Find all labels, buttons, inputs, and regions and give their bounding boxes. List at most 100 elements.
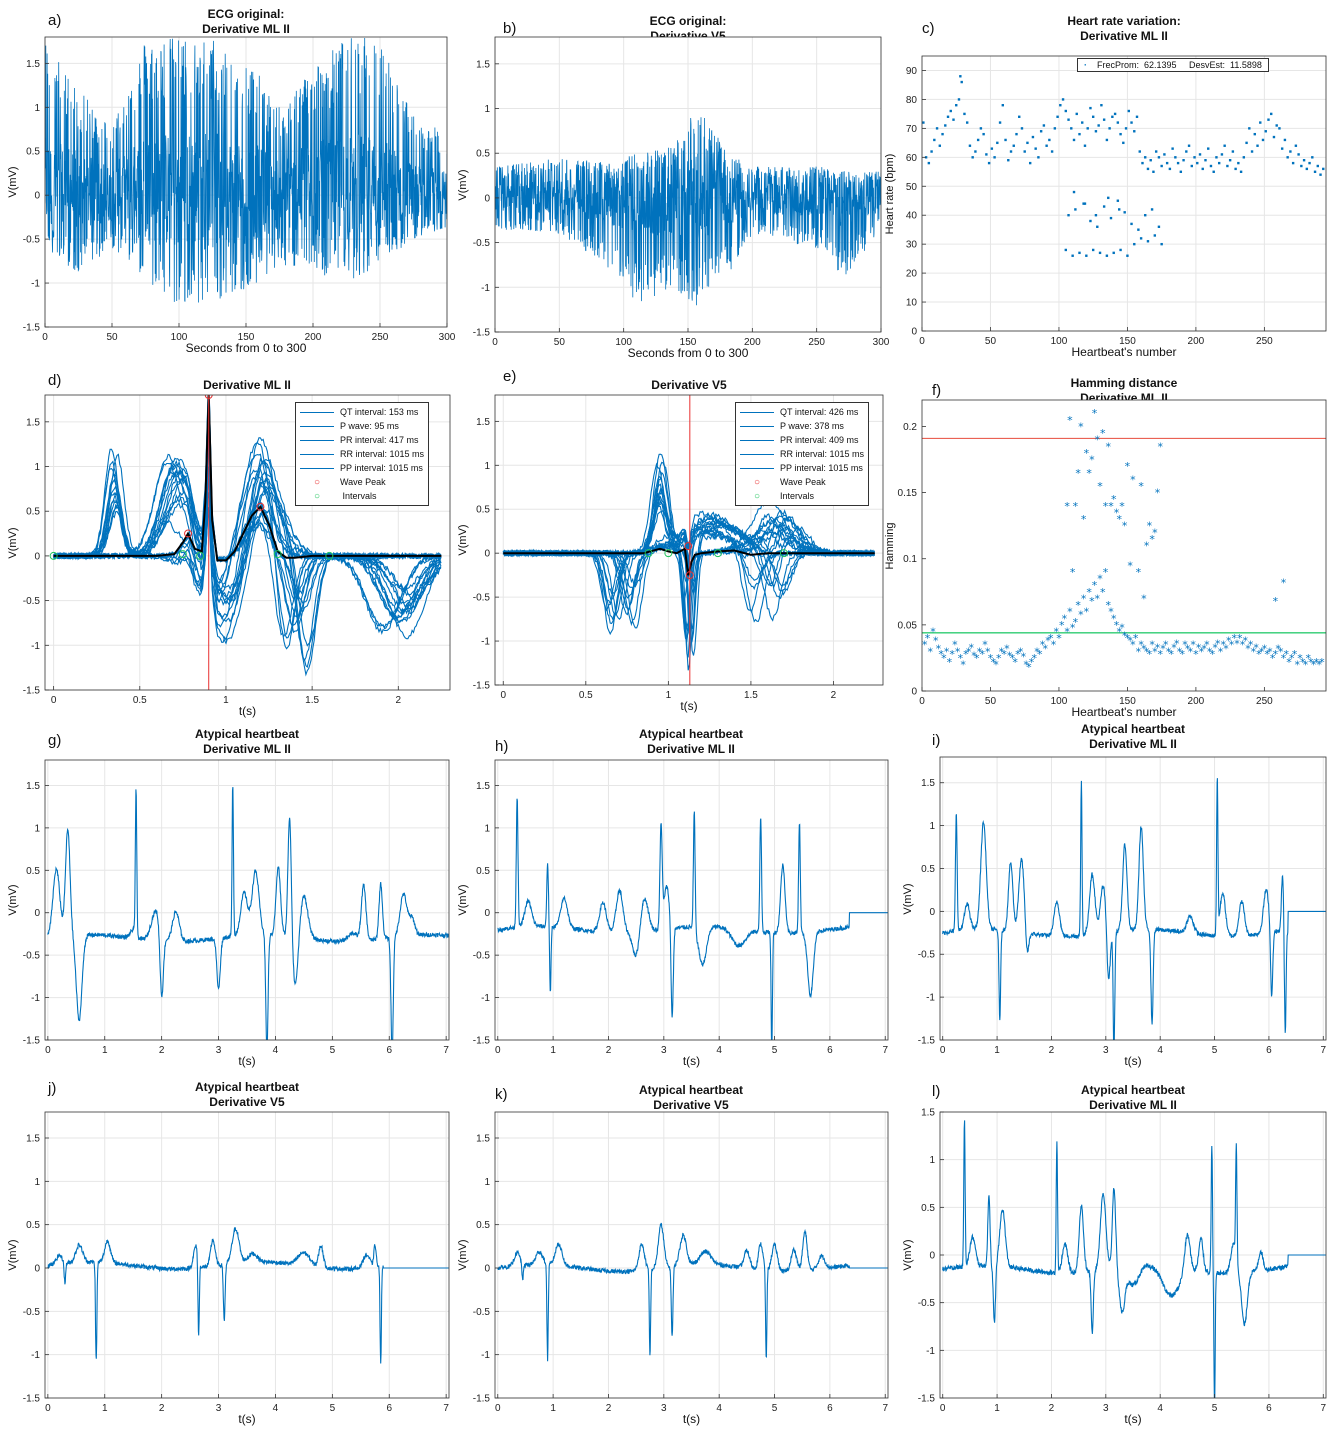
chart-title-line: Derivative V5 xyxy=(209,1095,285,1109)
plot-area xyxy=(45,37,447,327)
data-point: * xyxy=(971,649,977,662)
data-point xyxy=(1157,156,1161,159)
legend-label: Intervals xyxy=(780,491,815,501)
data-point: * xyxy=(941,652,947,665)
data-point xyxy=(1179,170,1183,173)
y-tick-label: -1.5 xyxy=(23,1036,41,1047)
legend-entry: P wave: 378 ms xyxy=(740,419,864,433)
data-point: * xyxy=(925,632,931,645)
data-point: * xyxy=(1190,639,1196,652)
data-point xyxy=(1009,150,1013,153)
legend-label: Wave Peak xyxy=(780,477,826,487)
data-point xyxy=(1089,106,1092,110)
axes-box xyxy=(44,36,448,328)
y-tick-label: 0 xyxy=(929,1251,935,1262)
y-axis-label-a: V(mV) xyxy=(7,166,19,198)
y-tick-label: -0.5 xyxy=(23,596,41,607)
plot-content: ****************************************… xyxy=(922,407,1326,674)
data-point xyxy=(1133,242,1136,246)
data-point xyxy=(1089,219,1092,223)
data-point xyxy=(1280,147,1284,150)
data-point: * xyxy=(1056,632,1062,645)
data-point xyxy=(1102,118,1106,121)
data-point xyxy=(922,121,925,124)
data-point: * xyxy=(1262,643,1268,656)
chart-title-line: Derivative V5 xyxy=(651,378,727,392)
data-point xyxy=(1100,104,1103,107)
data-point: * xyxy=(1210,648,1216,661)
data-point xyxy=(990,147,994,150)
y-tick-label: 60 xyxy=(906,153,918,164)
data-point xyxy=(1190,164,1193,168)
legend-entry: QT interval: 153 ms xyxy=(300,405,424,419)
overlay-beat xyxy=(502,492,875,632)
data-point: * xyxy=(1300,656,1306,669)
legend-entry: RR interval: 1015 ms xyxy=(740,447,864,461)
y-tick-label: 0.5 xyxy=(26,507,40,518)
data-point: * xyxy=(922,639,928,652)
data-point xyxy=(1163,153,1166,156)
y-tick-label: -0.5 xyxy=(473,593,491,604)
data-point xyxy=(1091,248,1095,252)
data-point: * xyxy=(1147,648,1153,661)
legend-entry: QT interval: 426 ms xyxy=(740,405,864,419)
chart-title-line: Hamming distance xyxy=(1070,376,1178,390)
y-tick-label: 1 xyxy=(34,1177,40,1188)
panel-letter-e: e) xyxy=(503,368,517,385)
data-point: * xyxy=(977,645,983,658)
chart-title-line: ECG original: xyxy=(649,14,727,28)
data-point xyxy=(1004,138,1007,142)
data-point: * xyxy=(1294,659,1300,672)
data-point: * xyxy=(1073,500,1079,513)
data-point: * xyxy=(1248,639,1254,652)
data-point xyxy=(1102,205,1106,208)
data-point: * xyxy=(1286,656,1292,669)
data-point xyxy=(1127,109,1130,113)
data-point: * xyxy=(1106,440,1112,453)
panel-letter-i: i) xyxy=(932,732,941,749)
data-point: * xyxy=(1100,586,1106,599)
y-axis-label-k: V(mV) xyxy=(457,1239,469,1271)
chart-title-l: Atypical heartbeat Derivative ML II xyxy=(983,1083,1283,1113)
data-point: * xyxy=(938,648,944,661)
data-point xyxy=(1152,170,1155,173)
data-point xyxy=(1322,167,1325,171)
axes-box xyxy=(44,759,450,1041)
plot-content xyxy=(942,1120,1326,1398)
interval-marker xyxy=(325,551,334,560)
legend-swatch xyxy=(740,411,774,413)
data-point: * xyxy=(1021,651,1027,664)
data-point xyxy=(1275,124,1278,127)
x-axis-label-a: Seconds from 0 to 300 xyxy=(185,341,307,355)
data-point xyxy=(985,153,988,156)
data-point: * xyxy=(1078,608,1084,621)
panel-letter-k: k) xyxy=(495,1086,508,1103)
axes-box xyxy=(921,55,1327,332)
legend-label: QT interval: 426 ms xyxy=(780,407,859,417)
legend-swatch xyxy=(740,439,774,441)
data-point: * xyxy=(1237,632,1243,645)
y-tick-label: -0.5 xyxy=(918,950,936,961)
data-point xyxy=(924,156,928,159)
data-point xyxy=(1300,164,1303,168)
y-tick-label: 0.5 xyxy=(476,505,490,516)
data-point xyxy=(1153,234,1157,237)
data-point xyxy=(1023,150,1026,153)
y-tick-label: -0.5 xyxy=(23,235,41,246)
data-point xyxy=(1109,216,1113,220)
y-tick-label: 20 xyxy=(906,269,918,280)
data-point: * xyxy=(1023,659,1029,672)
x-axis-label-f: Heartbeat's number xyxy=(1071,705,1177,719)
panel-letter-a: a) xyxy=(48,12,62,29)
y-tick-label: -0.5 xyxy=(473,1307,491,1318)
legend-entry: PP interval: 1015 ms xyxy=(300,461,424,475)
overlay-beat xyxy=(502,520,875,600)
data-point xyxy=(927,161,931,165)
chart-title-line: Derivative ML II xyxy=(1080,29,1168,43)
plot-area xyxy=(495,760,888,1040)
interval-marker xyxy=(273,550,282,559)
interval-marker xyxy=(49,551,58,560)
y-tick-label: 0 xyxy=(34,551,40,562)
data-point: * xyxy=(1160,643,1166,656)
y-tick-label: -0.5 xyxy=(473,951,491,962)
